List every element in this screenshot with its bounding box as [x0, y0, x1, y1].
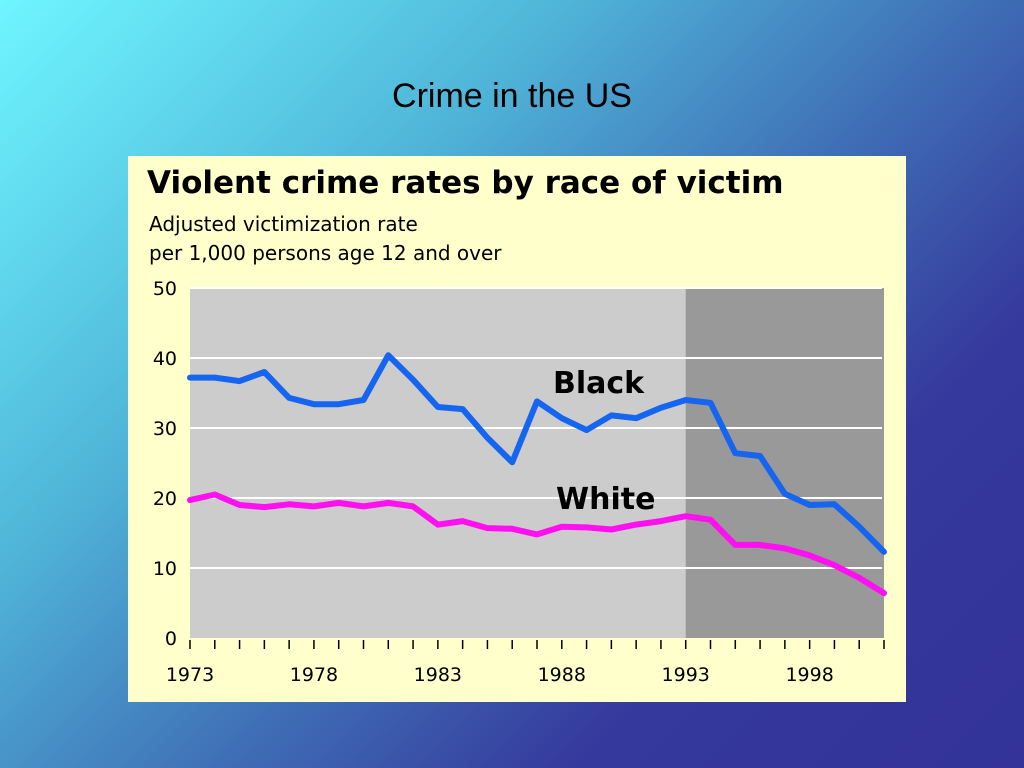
shaded-period-background: [685, 288, 884, 638]
y-tick-label-10: 10: [153, 558, 177, 580]
y-axis-tick-labels: 0 10 20 30 40 50: [153, 278, 177, 650]
series-lines: [187, 352, 887, 597]
series-line-black: [187, 352, 887, 555]
shaded-region: [685, 288, 884, 638]
y-tick-label-40: 40: [153, 348, 177, 370]
x-axis-ticks: 1973 1978 1983 1988 1993 1998: [166, 640, 885, 686]
series-label-black: Black: [553, 366, 645, 401]
x-tick-label-1988: 1988: [538, 664, 586, 686]
slide-title: Crime in the US: [392, 77, 632, 115]
x-tick-label-1978: 1978: [290, 664, 338, 686]
x-tick-label-1973: 1973: [166, 664, 214, 686]
y-tick-label-20: 20: [153, 488, 177, 510]
x-tick-label-1998: 1998: [785, 664, 833, 686]
y-tick-label-50: 50: [153, 278, 177, 300]
gridlines: [190, 287, 882, 569]
chart-title: Violent crime rates by race of victim: [147, 165, 784, 201]
chart-panel: Violent crime rates by race of victim Ad…: [128, 156, 906, 702]
series-line-white: [187, 491, 887, 597]
x-tick-label-1983: 1983: [414, 664, 462, 686]
y-tick-label-30: 30: [153, 418, 177, 440]
series-label-white: White: [556, 482, 655, 517]
x-tick-label-1993: 1993: [662, 664, 710, 686]
chart-subtitle-line-1: Adjusted victimization rate: [149, 212, 418, 236]
chart-subtitle-line-2: per 1,000 persons age 12 and over: [149, 241, 502, 265]
y-tick-label-0: 0: [165, 628, 177, 650]
line-chart: Violent crime rates by race of victim Ad…: [128, 156, 906, 702]
